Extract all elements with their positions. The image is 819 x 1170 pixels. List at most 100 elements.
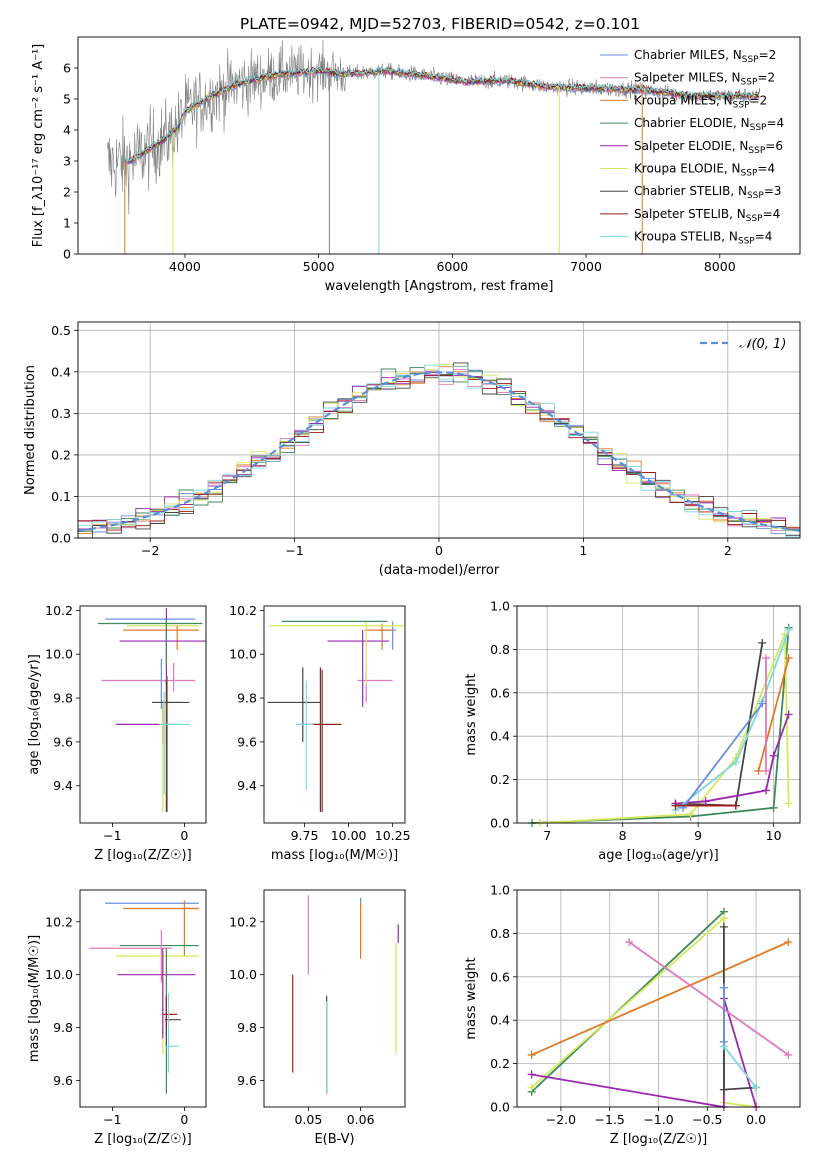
x-tick-label: −1.5: [595, 1112, 625, 1127]
x-tick-label: −1: [285, 543, 303, 558]
panel-residuals: −2 −1 0 1 2 0.0 0.1 0.2 0.3 0.4 0.5 (data-model)/er…: [23, 321, 801, 578]
y-axis-label: age [log₁₀(age/yr)]: [27, 654, 42, 775]
legend-subscript: SSP: [741, 169, 758, 179]
x-axis-label: mass [log₁₀(M/M☉)]: [271, 848, 398, 863]
weight-marker: [527, 1070, 536, 1079]
weight-marker: [752, 1083, 761, 1092]
weight-marker: [719, 983, 728, 992]
legend-subscript: SSP: [742, 55, 759, 65]
weight-marker: [762, 766, 771, 775]
y-tick-label: 10.0: [45, 647, 73, 662]
weight-marker: [754, 766, 763, 775]
axes-frame: [77, 321, 801, 539]
x-axis-label: Z [log₁₀(Z/Z☉)]: [610, 1132, 707, 1147]
spectrum-plot: [107, 39, 761, 254]
legend-subscript: SSP: [748, 146, 765, 156]
weight-marker: [719, 922, 728, 931]
x-tick-label: −1: [103, 1112, 121, 1127]
x-tick-label: −1: [103, 828, 121, 843]
x-tick-label: 4000: [169, 259, 201, 274]
legend-suffix: =3: [764, 184, 782, 198]
y-tick-label: 9.6: [237, 1073, 257, 1088]
y-tick-label: 9.6: [53, 1073, 73, 1088]
x-tick-label: 8000: [704, 259, 736, 274]
panel-spectrum: 4000 5000 6000 7000 8000 0 1 2 3 4 5 6 wavelength [A…: [31, 36, 801, 294]
legend-subscript: SSP: [733, 100, 750, 110]
weight-marker: [758, 638, 767, 647]
normal-curve: [77, 371, 801, 532]
y-tick-label: 6: [63, 61, 71, 76]
y-axis-label: Flux [f_λ10⁻¹⁷ erg cm⁻² s⁻¹ A⁻¹]: [31, 44, 46, 248]
y-tick-label: 1.0: [490, 883, 510, 898]
panel-age_vs_Z: −1 0 9.4 9.6 9.8 10.0 10.2 Z [log₁₀(Z/Z☉)] age […: [27, 603, 207, 863]
x-axis-label: E(B-V): [314, 1132, 354, 1147]
y-tick-label: 10.0: [229, 967, 257, 982]
x-axis-label: Z [log₁₀(Z/Z☉)]: [94, 1132, 191, 1147]
legend-label: Salpeter STELIB, N: [634, 207, 746, 221]
legend-entry: Kroupa ELODIE, NSSP=4: [634, 162, 775, 179]
legend-entry: Salpeter ELODIE, NSSP=6: [634, 139, 783, 156]
y-tick-label: 4: [63, 123, 71, 138]
x-tick-label: 2: [724, 543, 732, 558]
weight-marker: [527, 1083, 536, 1092]
weight-marker: [686, 810, 695, 819]
y-tick-label: 9.8: [53, 1020, 73, 1035]
legend-suffix: =4: [763, 207, 781, 221]
y-tick-label: 9.8: [237, 1020, 257, 1035]
x-axis-label: (data-model)/error: [379, 563, 500, 578]
panel-mass_vs_Z: −1 0 9.6 9.8 10.0 10.2 Z [log₁₀(Z/Z☉)] mass [lo…: [27, 889, 207, 1147]
y-tick-label: 0.0: [51, 531, 71, 546]
y-tick-label: 0.4: [490, 1013, 510, 1028]
panel-weight_vs_Z: −2.0 −1.5 −1.0 −0.5 0.0 0.0 0.2 0.4 0.6 0.8 1.0 Z […: [464, 883, 801, 1147]
axes-frame: [516, 605, 801, 824]
y-axis-label: mass weight: [464, 957, 479, 1039]
y-tick-label: 0.4: [51, 364, 71, 379]
x-tick-label: 8: [619, 828, 627, 843]
x-axis-label: Z [log₁₀(Z/Z☉)]: [94, 848, 191, 863]
x-tick-label: 6000: [436, 259, 468, 274]
y-tick-label: 9.8: [237, 691, 257, 706]
weight-line-kroupa_miles: [757, 657, 790, 772]
y-tick-label: 0.2: [490, 1056, 510, 1071]
legend-label: Chabrier STELIB, N: [634, 184, 747, 198]
y-tick-label: 0.5: [51, 323, 71, 338]
legend-suffix: =4: [757, 162, 775, 176]
y-tick-label: 0.3: [51, 406, 71, 421]
y-tick-label: 0.0: [490, 1100, 510, 1115]
legend-suffix: =2: [759, 48, 777, 62]
y-tick-label: 2: [63, 185, 71, 200]
legend-label: Kroupa STELIB, N: [634, 230, 738, 244]
legend-subscript: SSP: [750, 123, 767, 133]
legend-suffix: =4: [766, 116, 784, 130]
legend-suffix: =6: [765, 139, 783, 153]
y-tick-label: 0.8: [490, 926, 510, 941]
x-tick-label: 0.05: [294, 1112, 322, 1127]
axes-frame: [263, 605, 406, 824]
legend-entry: Salpeter STELIB, NSSP=4: [634, 207, 780, 224]
legend-subscript: SSP: [738, 237, 755, 247]
legend-suffix: =2: [750, 93, 768, 107]
weight-marker: [701, 797, 710, 806]
y-tick-label: 9.8: [53, 691, 73, 706]
axes-frame: [263, 889, 406, 1108]
x-tick-label: 0.0: [746, 1112, 766, 1127]
weight-marker: [527, 1050, 536, 1059]
legend-label: Chabrier MILES, N: [634, 48, 742, 62]
x-tick-label: 5000: [303, 259, 335, 274]
x-tick-label: 7000: [570, 259, 602, 274]
legend-entry: Kroupa STELIB, NSSP=4: [634, 230, 772, 247]
legend-entry: Chabrier ELODIE, NSSP=4: [634, 116, 784, 133]
weight-marker: [731, 758, 740, 767]
y-tick-label: 10.2: [45, 914, 73, 929]
y-tick-label: 10.2: [229, 603, 257, 618]
errorbars-mass_vs_ebv: [292, 895, 399, 1094]
x-tick-label: −2: [141, 543, 159, 558]
weight-marker: [769, 803, 778, 812]
y-tick-label: 10.0: [229, 647, 257, 662]
axes-frame: [79, 889, 207, 1108]
weight-line-kroupa_stelib: [674, 629, 790, 811]
data-spectrum-line: [107, 39, 761, 215]
x-tick-label: −0.5: [692, 1112, 722, 1127]
